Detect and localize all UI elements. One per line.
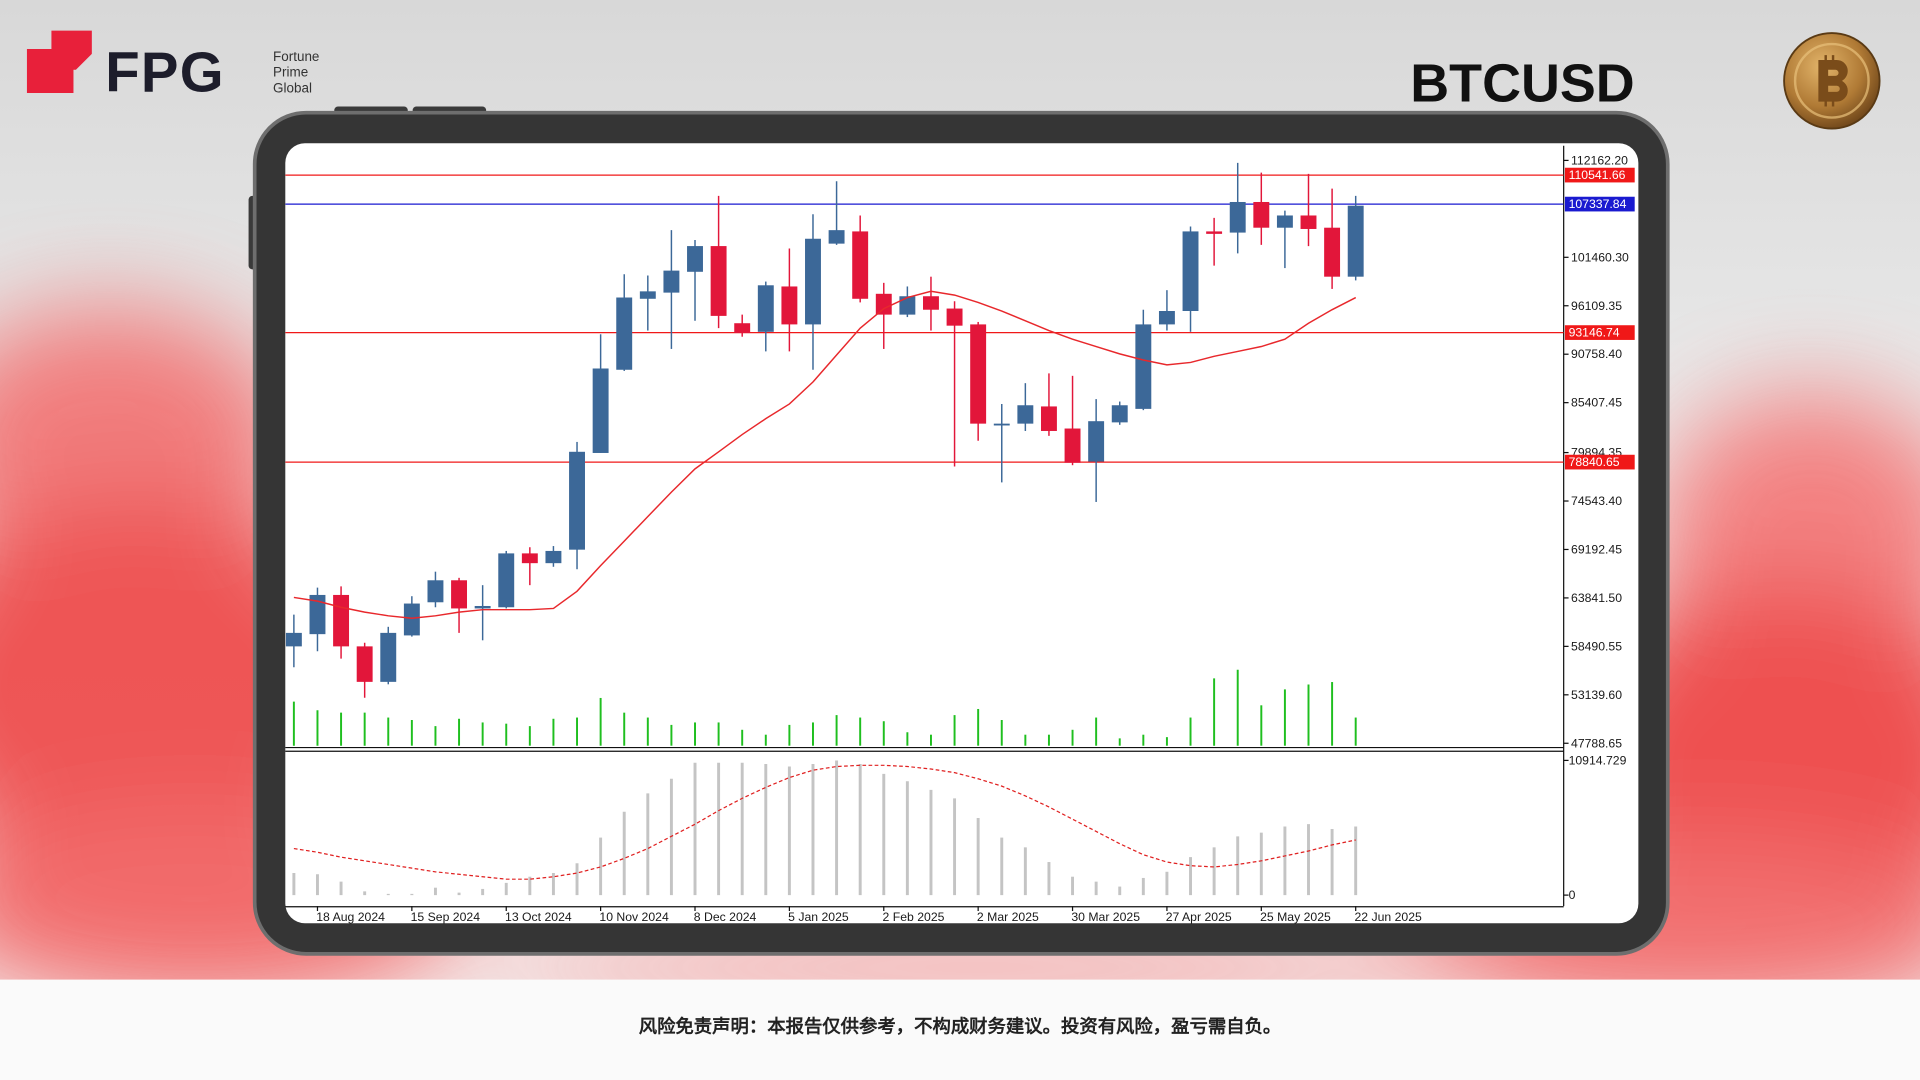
y-tick-label: 112162.20 <box>1571 153 1628 167</box>
candle-body <box>828 230 845 244</box>
x-tick-label: 15 Sep 2024 <box>411 910 481 924</box>
candle-body <box>1111 405 1128 423</box>
x-tick-label: 18 Aug 2024 <box>316 910 385 924</box>
indicator-panel <box>292 760 1358 896</box>
y-tick-label: 74543.40 <box>1571 494 1622 508</box>
y-tick-label: 69192.45 <box>1571 542 1622 556</box>
level-label-bg <box>1564 454 1635 470</box>
logo-text: FPG <box>105 41 224 104</box>
x-tick-label: 22 Jun 2025 <box>1354 910 1422 924</box>
level-label: 107337.84 <box>1569 197 1627 211</box>
candle-body <box>1182 231 1199 312</box>
logo-sub: Global <box>273 81 312 96</box>
y-tick-label: 58490.55 <box>1571 639 1622 653</box>
candle-body <box>498 553 515 608</box>
level-label: 110541.66 <box>1569 168 1626 182</box>
candle-body <box>757 285 774 332</box>
level-label-bg <box>1564 167 1635 183</box>
candle-body <box>521 553 538 564</box>
candle-body <box>474 605 491 609</box>
candle-body <box>1276 215 1293 228</box>
candle-body <box>616 297 633 370</box>
logo-sub: Fortune <box>273 49 319 64</box>
candle-body <box>639 291 656 299</box>
candle-body <box>1017 405 1034 424</box>
x-tick-label: 30 Mar 2025 <box>1071 910 1140 924</box>
x-tick-label: 27 Apr 2025 <box>1166 910 1232 924</box>
y-tick-label: 53139.60 <box>1571 688 1622 702</box>
candle-body <box>710 246 727 316</box>
candle-body <box>1229 201 1246 233</box>
candle-body <box>805 238 821 325</box>
candle-body <box>1064 428 1081 463</box>
candle-body <box>923 296 939 310</box>
disclaimer: 风险免责声明：本报告仅供参考，不构成财务建议。投资有风险，盈亏需自负。 <box>639 1016 1282 1037</box>
symbol-title: BTCUSD <box>1410 53 1634 113</box>
candle-body <box>1253 201 1270 228</box>
y-tick-label: 63841.50 <box>1571 591 1622 605</box>
footer-band <box>0 979 1920 1080</box>
candle-body <box>875 293 892 315</box>
logo-icon <box>26 30 92 94</box>
x-tick-label: 5 Jan 2025 <box>788 910 849 924</box>
level-label-bg <box>1564 196 1635 212</box>
axes: 112162.20 101460.30 96109.35 90758.40 85407.… <box>316 153 1635 924</box>
candle-body <box>993 423 1010 426</box>
candle-body <box>1347 205 1364 277</box>
y-tick-label: 47788.65 <box>1571 736 1622 750</box>
y-tick-label: 96109.35 <box>1571 299 1622 313</box>
level-label: 93146.74 <box>1569 326 1620 340</box>
candle-body <box>403 603 420 636</box>
candle-body <box>1040 406 1057 431</box>
candle-body <box>946 308 963 326</box>
signal-line <box>293 764 1356 880</box>
candle-body <box>1206 231 1223 234</box>
candle-body <box>285 632 302 647</box>
x-tick-label: 2 Mar 2025 <box>977 910 1039 924</box>
moving-average <box>293 290 1357 619</box>
logo-sub: Prime <box>273 65 308 80</box>
candle-body <box>356 646 373 682</box>
candle-body <box>687 246 703 272</box>
candle-body <box>592 368 609 453</box>
y-tick-label: 10914.729 <box>1569 753 1627 767</box>
candle-body <box>1300 215 1317 229</box>
x-tick-label: 10 Nov 2024 <box>599 910 669 924</box>
y-tick-label: 101460.30 <box>1571 250 1629 264</box>
y-tick-label: 0 <box>1569 888 1576 902</box>
coin-icon <box>1783 32 1881 130</box>
x-tick-label: 13 Oct 2024 <box>505 910 572 924</box>
level-label: 78840.65 <box>1569 455 1620 469</box>
candle-body <box>380 632 397 682</box>
candle-body <box>781 286 798 325</box>
candle-body <box>970 324 987 424</box>
candle-body <box>899 296 916 315</box>
x-tick-label: 2 Feb 2025 <box>883 910 945 924</box>
candle-body <box>451 580 468 609</box>
tablet-frame <box>248 106 1670 956</box>
candle-body <box>545 550 562 564</box>
candle-body <box>333 594 350 647</box>
candle-body <box>569 451 585 550</box>
candle-body <box>663 270 680 293</box>
candle-body <box>1324 227 1341 277</box>
candle-body <box>427 580 444 603</box>
x-tick-label: 8 Dec 2024 <box>694 910 757 924</box>
y-tick-label: 85407.45 <box>1571 396 1622 410</box>
candle-body <box>852 231 869 299</box>
candle-body <box>1088 421 1105 462</box>
y-tick-label: 90758.40 <box>1571 347 1622 361</box>
candle-body <box>734 323 751 334</box>
candle-body <box>309 594 326 635</box>
candle-body <box>1135 324 1152 409</box>
x-tick-label: 25 May 2025 <box>1260 910 1331 924</box>
main-panel <box>285 162 1564 746</box>
chart: 112162.20 101460.30 96109.35 90758.40 85407.… <box>285 145 1635 924</box>
candle-body <box>1158 311 1175 325</box>
level-label-bg <box>1564 325 1635 340</box>
